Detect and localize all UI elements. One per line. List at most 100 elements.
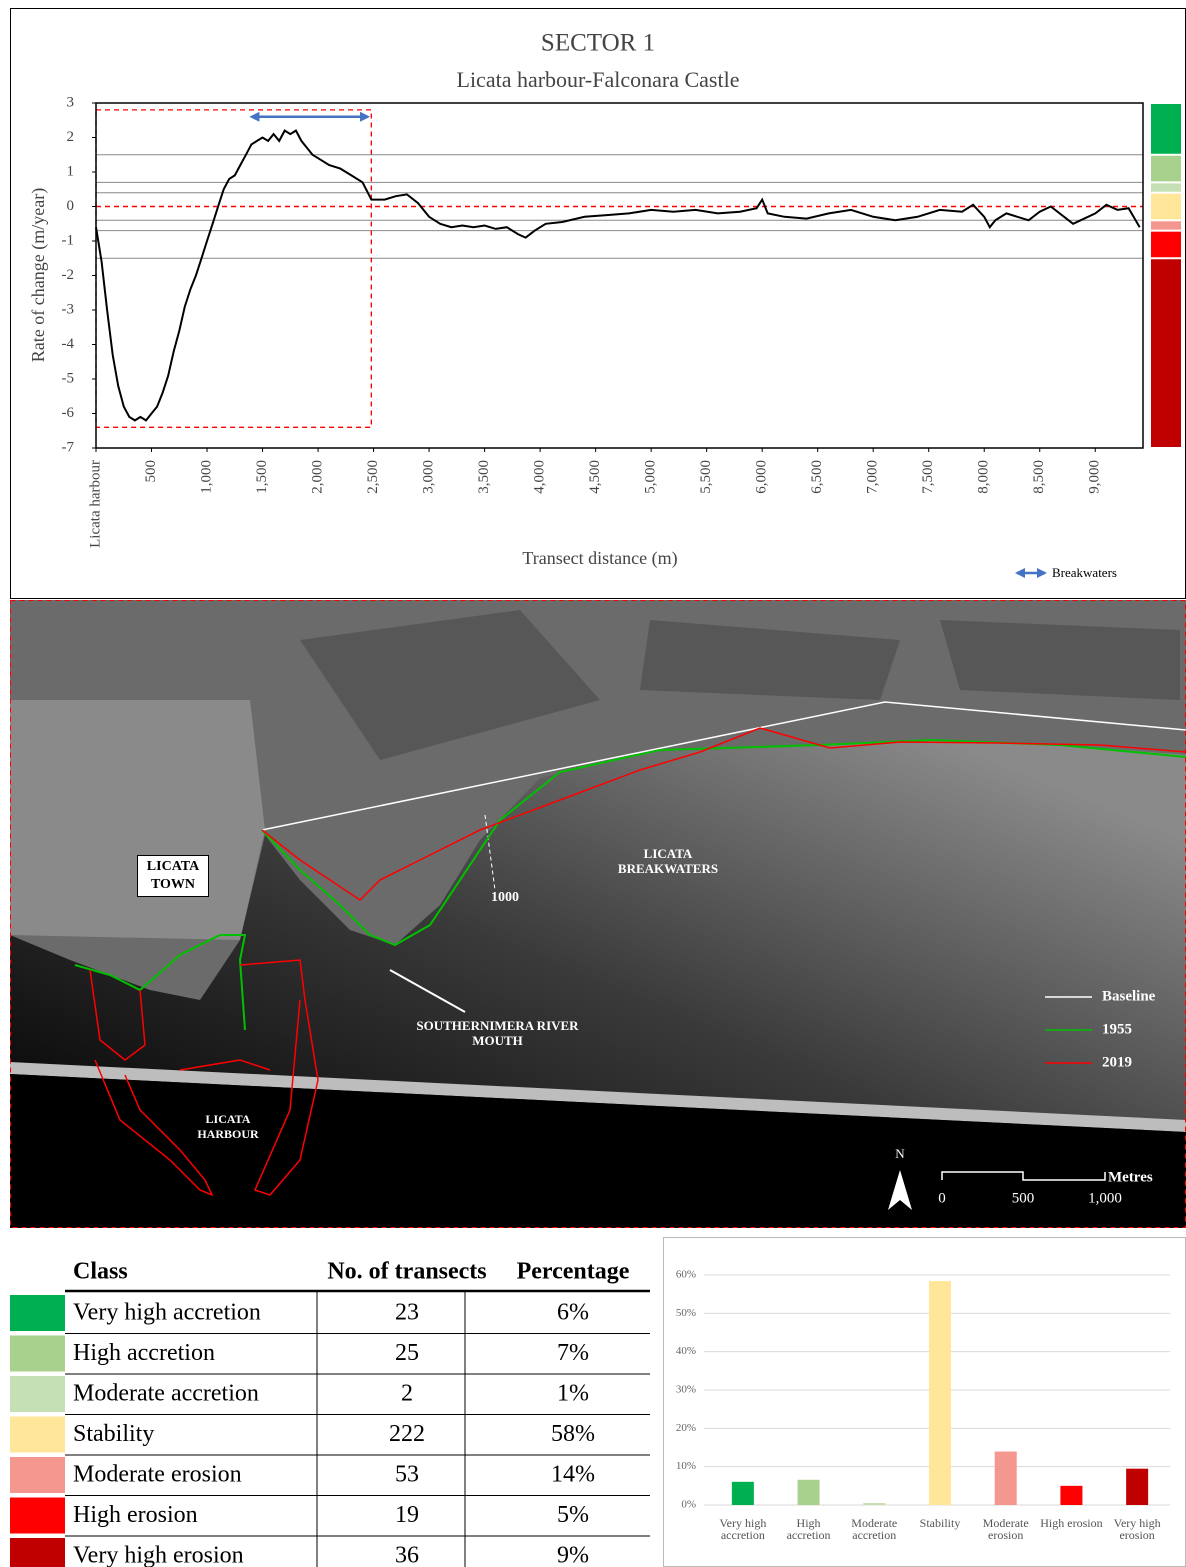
x-tick-label: Very high erosion (1113, 1517, 1161, 1542)
chart-subtitle: Licata harbour-Falconara Castle (457, 67, 740, 92)
x-tick-label-box: Very high erosion (1113, 1517, 1161, 1542)
arrow-head (249, 111, 260, 122)
x-tick-label-box: High accretion (786, 1517, 831, 1542)
x-tick-label: 4,000 (532, 460, 548, 494)
river-mouth-label: SOUTHERNIMERA RIVER MOUTH (416, 1018, 579, 1048)
dark-sea (10, 1074, 1186, 1228)
x-tick-label: 9,000 (1087, 460, 1103, 494)
x-tick-label: 4,500 (587, 460, 603, 494)
town-area (10, 700, 265, 940)
y-tick-label: 30% (676, 1384, 696, 1396)
bar (994, 1451, 1017, 1505)
x-tick-label: 6,500 (809, 460, 825, 494)
y-tick-label: 10% (676, 1460, 696, 1472)
table-cell: 19 (395, 1502, 419, 1528)
x-tick-label: Moderate erosion (982, 1517, 1029, 1542)
x-tick-label-box: Moderate erosion (982, 1517, 1029, 1542)
table-cell: Moderate erosion (73, 1462, 242, 1488)
breakwaters-label: LICATA BREAKWATERS (617, 846, 719, 876)
class-swatch (10, 1538, 65, 1567)
scale-label: 500 (1012, 1190, 1035, 1206)
y-tick-label: -6 (62, 405, 75, 421)
chart-title: SECTOR 1 (541, 30, 655, 57)
x-tick-label-box: Very high accretion (719, 1517, 767, 1542)
transect-line (484, 814, 496, 891)
x-tick-label: 5,500 (698, 460, 714, 494)
aerial-map: N 0 500 1,000 Metres 1000 (10, 600, 1186, 1228)
x-tick-label-box: Stability (919, 1517, 961, 1530)
bar-chart-frame (663, 1237, 1186, 1567)
table-cell: 1% (557, 1381, 589, 1407)
scale-label: 1,000 (1088, 1190, 1122, 1206)
y-tick-label: 3 (67, 94, 75, 110)
legend-label: 1955 (1102, 1021, 1132, 1037)
class-band (1151, 183, 1181, 192)
class-swatch (10, 1457, 65, 1493)
plot-frame (95, 102, 1144, 449)
x-tick-label: Moderate accretion (851, 1517, 898, 1542)
bar (929, 1281, 951, 1505)
y-tick-label: 2 (67, 129, 75, 145)
table-cell: 58% (551, 1421, 595, 1447)
y-tick-label: 50% (676, 1307, 696, 1319)
class-swatch (10, 1497, 65, 1534)
y-tick-label: 60% (676, 1269, 696, 1281)
table-cell: Very high erosion (73, 1543, 244, 1567)
arrow-head (1015, 568, 1025, 578)
table-cell: 53 (395, 1462, 419, 1488)
legend-label: 2019 (1102, 1054, 1132, 1070)
harbour-outline (89, 959, 319, 1197)
x-tick-label: 3,000 (421, 460, 437, 494)
table-cell: 25 (395, 1340, 419, 1366)
x-tick-label: 1,500 (254, 460, 270, 494)
table-header: No. of transects (327, 1259, 486, 1285)
bar (863, 1502, 886, 1505)
x-tick-label: Very high accretion (719, 1517, 767, 1542)
table-header: Percentage (517, 1259, 630, 1285)
x-tick-label: Licata harbour (87, 460, 103, 548)
x-tick-label: 7,000 (865, 460, 881, 494)
chart-frame (10, 8, 1186, 599)
scale-unit: Metres (1108, 1169, 1153, 1185)
table-header: Class (73, 1259, 128, 1285)
table-cell: 23 (395, 1300, 419, 1326)
bar (797, 1479, 820, 1505)
class-swatch (10, 1416, 65, 1453)
class-swatch (10, 1335, 65, 1372)
class-band (1151, 193, 1181, 220)
x-tick-label: High erosion (1040, 1517, 1103, 1530)
coastline-1955 (261, 738, 1186, 947)
class-band (1151, 104, 1181, 154)
class-band (1151, 259, 1181, 447)
scale-bar (941, 1171, 1106, 1181)
x-axis-label: Transect distance (m) (522, 548, 677, 569)
table-cell: Moderate accretion (73, 1381, 259, 1407)
town-label: LICATA TOWN (137, 855, 209, 897)
y-tick-label: -3 (62, 301, 75, 317)
table-cell: 222 (389, 1421, 425, 1447)
class-band (1151, 155, 1181, 182)
table-cell: 5% (557, 1502, 589, 1528)
north-arrow (888, 1170, 912, 1210)
table-cell: 36 (395, 1543, 419, 1567)
y-axis-label: Rate of change (m/year) (28, 188, 49, 362)
table-cell: 6% (557, 1300, 589, 1326)
class-band (1151, 231, 1181, 258)
coastline-2019 (261, 727, 1186, 901)
x-tick-label: High accretion (786, 1517, 831, 1542)
table-cell: 7% (557, 1340, 589, 1366)
arrow-head (1037, 568, 1047, 578)
x-tick-label: 5,000 (643, 460, 659, 494)
harbour-label: LICATA HARBOUR (197, 1112, 259, 1141)
x-tick-label-box: High erosion (1040, 1517, 1103, 1530)
class-band (1151, 221, 1181, 230)
x-tick-label: 8,500 (1031, 460, 1047, 494)
table-cell: 14% (551, 1462, 595, 1488)
image-seam (10, 1062, 1186, 1132)
x-tick-label: Stability (919, 1517, 961, 1530)
x-tick-label: 7,500 (920, 460, 936, 494)
x-tick-label: 500 (143, 460, 159, 483)
y-tick-label: -7 (62, 439, 75, 455)
x-tick-label: 2,500 (365, 460, 381, 494)
